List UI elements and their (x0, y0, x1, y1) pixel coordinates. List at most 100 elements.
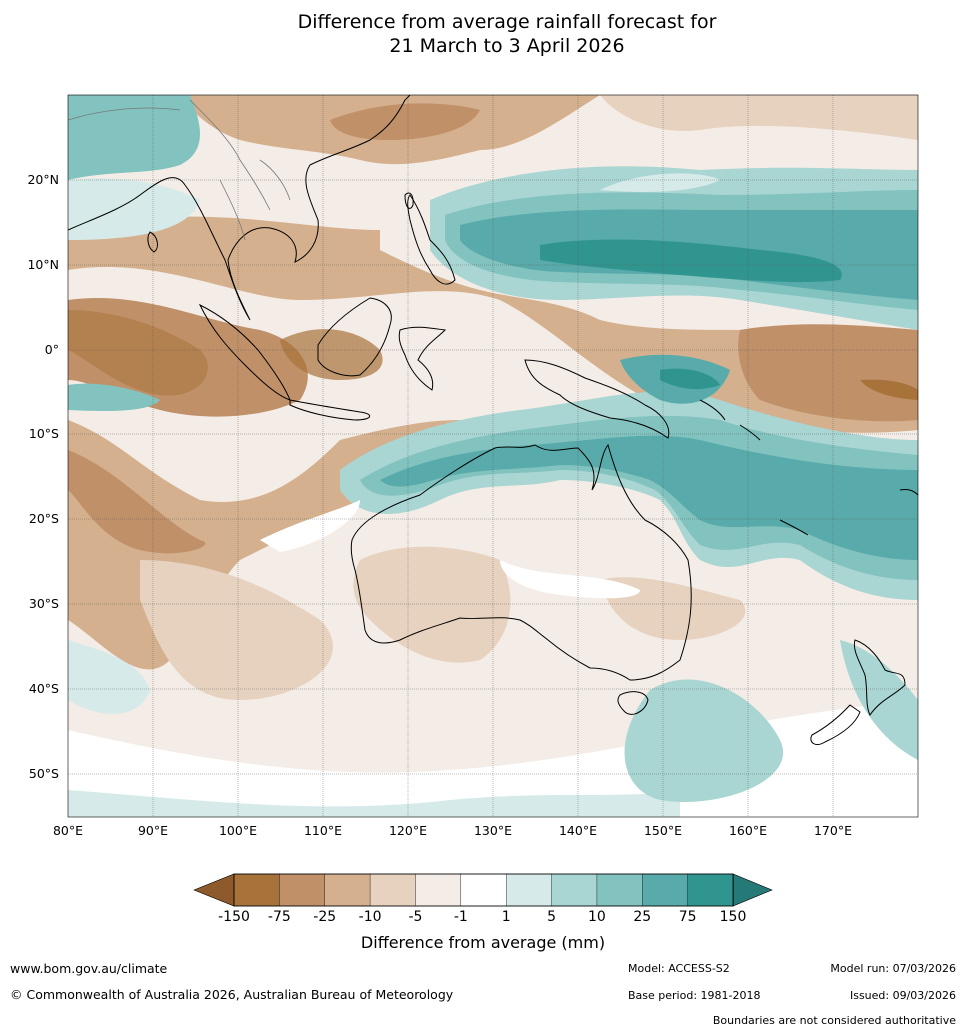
lat-label: 10°N (27, 257, 59, 272)
country-boundaries (68, 99, 291, 241)
north-pacific-teal-core (540, 239, 842, 283)
model-text: Model: ACCESS-S2 (628, 962, 730, 975)
east-pacific-dark-brown (860, 379, 918, 400)
lon-label: 150°E (644, 823, 682, 838)
java-coast (289, 399, 370, 421)
sumatra-dark-brown (68, 310, 208, 396)
lat-label: 10°S (29, 426, 59, 441)
philippines-coast (407, 194, 456, 285)
sulawesi-coast (398, 326, 447, 391)
colorbar-swatch (233, 873, 281, 907)
colorbar: -150 -75 -25 -10 -5 -1 1 5 10 25 75 150 Difference … (193, 873, 773, 952)
bay-of-bengal-light-teal (68, 178, 200, 240)
lat-label: 30°S (29, 596, 59, 611)
white-contour-2 (500, 560, 640, 599)
colorbar-tick-label: -150 (218, 909, 250, 925)
lon-label: 160°E (729, 823, 767, 838)
title-line-1: Difference from average rainfall forecas… (297, 11, 717, 33)
taiwan-coast (404, 192, 414, 209)
colorbar-swatch (369, 873, 417, 907)
lon-label: 80°E (53, 823, 83, 838)
colorbar-tick-label: -75 (268, 909, 291, 925)
lat-label: 0° (45, 342, 59, 357)
south-light-teal (68, 790, 680, 817)
borneo-coast (317, 297, 392, 377)
lon-label: 140°E (559, 823, 597, 838)
colorbar-swatch (596, 873, 643, 907)
map-frame (67, 94, 919, 818)
north-brown-core (330, 103, 480, 140)
south-indian-tan (140, 560, 333, 700)
colorbar-swatches (233, 873, 734, 907)
title-line-2: 21 March to 3 April 2026 (389, 35, 625, 57)
map-field (68, 95, 918, 817)
map-title: Difference from average rainfall forecas… (0, 10, 965, 58)
east-pacific-brown (738, 324, 918, 422)
colorbar-ticks: -150 -75 -25 -10 -5 -1 1 5 10 25 75 150 (218, 909, 746, 925)
new-guinea-coast (524, 359, 670, 439)
nz-teal (840, 640, 918, 760)
colorbar-tick-label: 1 (502, 909, 511, 925)
colorbar-tick-label: 150 (720, 909, 747, 925)
lon-labels: 80°E 90°E 100°E 110°E 120°E 130°E 140°E … (53, 823, 852, 838)
lat-label: 20°S (29, 511, 59, 526)
colorbar-tick-label: -25 (313, 909, 336, 925)
lon-label: 170°E (814, 823, 852, 838)
west-equatorial-teal (68, 383, 160, 411)
lat-label: 40°S (29, 681, 59, 696)
pacific-islands-coast (699, 399, 918, 536)
tasman-teal (624, 679, 784, 802)
colorbar-label: Difference from average (mm) (361, 933, 605, 952)
northeast-tan (600, 95, 918, 140)
graticule (68, 95, 918, 817)
colorbar-tick-label: 75 (679, 909, 697, 925)
white-contour-1 (260, 500, 360, 552)
colorbar-tick-label: -10 (359, 909, 382, 925)
disclaimer-text: Boundaries are not considered authoritat… (712, 1014, 956, 1027)
lon-label: 120°E (389, 823, 427, 838)
lon-label: 110°E (304, 823, 342, 838)
colorbar-swatch (505, 873, 553, 907)
coral-sea-teal-core (660, 368, 720, 390)
west-brown-core (68, 450, 206, 554)
issued-text: Issued: 09/03/2026 (849, 989, 956, 1002)
coastlines (68, 95, 918, 745)
lon-label: 90°E (138, 823, 168, 838)
lat-label: 20°N (27, 172, 59, 187)
lat-labels: 20°N 10°N 0° 10°S 20°S 30°S 40°S 50°S (27, 172, 59, 781)
colorbar-swatch (415, 873, 462, 907)
colorbar-tick-label: 5 (547, 909, 556, 925)
colorbar-swatch (460, 873, 507, 907)
southwest-teal (68, 640, 150, 714)
colorbar-tick-label: -1 (454, 909, 468, 925)
north-australia-teal-mid (380, 435, 918, 560)
asia-mainland-coast (68, 95, 411, 321)
website-link[interactable]: www.bom.gov.au/climate (10, 961, 168, 976)
colorbar-tick-label: -5 (408, 909, 422, 925)
colorbar-swatch (324, 873, 371, 907)
model-run-text: Model run: 07/03/2026 (830, 962, 956, 975)
pacific-light-patch (600, 173, 720, 192)
copyright-text: © Commonwealth of Australia 2026, Austra… (10, 987, 454, 1002)
lat-label: 50°S (29, 766, 59, 781)
new-zealand-north (853, 639, 906, 716)
colorbar-low-arrow (193, 873, 235, 907)
colorbar-tick-label: 25 (633, 909, 651, 925)
australia-tan (353, 546, 511, 663)
himalaya-teal (68, 95, 200, 180)
new-zealand-south (810, 704, 861, 745)
colorbar-swatch (551, 873, 598, 907)
lon-label: 100°E (219, 823, 257, 838)
sri-lanka-coast (147, 231, 158, 253)
colorbar-tick-label: 10 (588, 909, 606, 925)
colorbar-frame (233, 873, 734, 907)
australia-coast (350, 443, 692, 681)
colorbar-swatch (687, 873, 734, 907)
lon-label: 130°E (474, 823, 512, 838)
tasmania-coast (617, 691, 649, 715)
borneo-dark-brown (280, 329, 383, 380)
colorbar-high-arrow (732, 873, 773, 907)
base-period-text: Base period: 1981-2018 (628, 989, 761, 1002)
colorbar-swatch (279, 873, 326, 907)
